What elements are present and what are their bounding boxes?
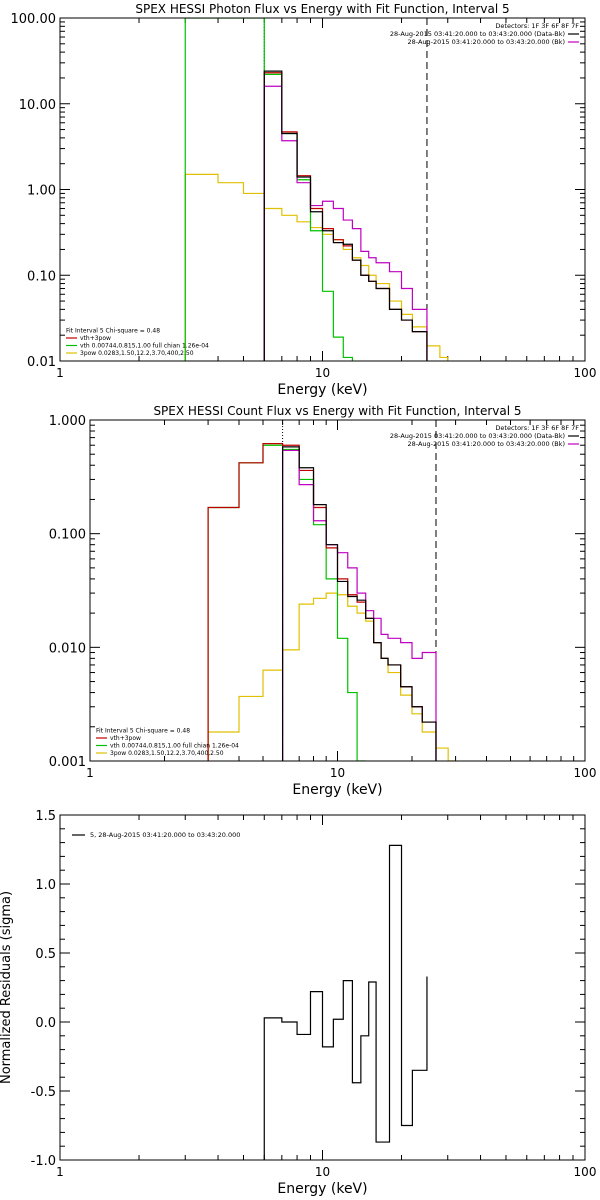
legend-entry: 28-Aug-2015 03:41:20.000 to 03:43:20.000… xyxy=(390,30,565,38)
y-tick-label: -0.5 xyxy=(31,1085,56,1100)
y-tick-label: 1.0 xyxy=(35,878,56,893)
legend-entry: 28-Aug-2015 03:41:20.000 to 03:43:20.000… xyxy=(408,440,565,448)
x-tick-label: 100 xyxy=(574,766,597,780)
y-tick-label: 0.5 xyxy=(35,947,56,962)
legend-entry: 28-Aug-2015 03:41:20.000 to 03:43:20.000… xyxy=(390,432,565,440)
series-vth xyxy=(184,18,354,361)
y-tick-label: 0.010 xyxy=(49,641,86,656)
legend-entry: 5, 28-Aug-2015 03:41:20.000 to 03:43:20.… xyxy=(90,831,240,839)
y-tick-label: 10.00 xyxy=(19,98,56,113)
y-tick-label: 1.000 xyxy=(49,414,86,429)
y-tick-label: 0.100 xyxy=(49,528,86,543)
y-tick-label: 0.01 xyxy=(27,355,56,370)
series-5-28-aug-2015-03-41-20-000-to-03- xyxy=(263,844,428,1160)
legend-entry: 28-Aug-2015 03:41:20.000 to 03:43:20.000… xyxy=(408,38,565,46)
plot-frame xyxy=(59,17,586,362)
legend-entry: Fit Interval 5 Chi-square = 0.48 xyxy=(96,728,190,735)
y-tick-label: -1.0 xyxy=(31,1154,56,1169)
legend-entry: Detectors: 1F 3F 6F 8F 7F xyxy=(495,424,579,432)
legend-entry: vth+3pow xyxy=(80,335,111,342)
plot-frame xyxy=(59,814,586,1161)
series-vth xyxy=(207,444,366,761)
legend-entry: vth 0.00744,0.815,1.00 full chian 1.26e-… xyxy=(80,343,209,350)
y-tick-label: 1.5 xyxy=(35,809,56,824)
x-tick-label: 10 xyxy=(330,766,345,780)
legend-entry: Fit Interval 5 Chi-square = 0.48 xyxy=(66,328,160,335)
y-tick-label: 100.00 xyxy=(11,12,57,27)
chart-title: SPEX HESSI Count Flux vs Energy with Fit… xyxy=(153,404,521,418)
x-tick-label: 1 xyxy=(56,366,64,380)
series-data-bk xyxy=(263,70,428,361)
x-tick-label: 1 xyxy=(56,1165,64,1179)
legend-entry: Detectors: 1F 3F 6F 8F 7F xyxy=(495,22,579,30)
y-tick-label: 1.00 xyxy=(27,184,56,199)
x-tick-label: 1 xyxy=(86,766,94,780)
x-tick-label: 10 xyxy=(315,366,330,380)
x-axis-label: Energy (keV) xyxy=(277,1181,367,1197)
x-tick-label: 100 xyxy=(574,1165,597,1179)
legend-entry: vth+3pow xyxy=(110,735,141,742)
x-tick-label: 100 xyxy=(574,366,597,380)
x-tick-label: 10 xyxy=(315,1165,330,1179)
y-axis-label: Normalized Residuals (sigma) xyxy=(0,891,14,1084)
x-axis-label: Energy (keV) xyxy=(292,782,382,798)
series-vth-3pow xyxy=(263,72,428,361)
series-3pow xyxy=(184,173,449,361)
series-vth-3pow xyxy=(207,442,437,761)
series-data-bk xyxy=(281,446,437,761)
x-axis-label: Energy (keV) xyxy=(277,382,367,398)
y-tick-label: 0.001 xyxy=(49,755,86,770)
plot-frame xyxy=(89,419,586,762)
chart-title: SPEX HESSI Photon Flux vs Energy with Fi… xyxy=(135,2,509,16)
y-tick-label: 0.0 xyxy=(35,1016,56,1031)
series-3pow xyxy=(207,592,456,761)
legend-entry: 3pow 0.0283,1.50,12.2,3.70,400,2.50 xyxy=(110,750,224,757)
legend-entry: 3pow 0.0283,1.50,12.2,3.70,400,2.50 xyxy=(80,350,194,357)
legend-entry: vth 0.00744,0.815,1.00 full chian 1.26e-… xyxy=(110,743,239,750)
y-tick-label: 0.10 xyxy=(27,269,56,284)
